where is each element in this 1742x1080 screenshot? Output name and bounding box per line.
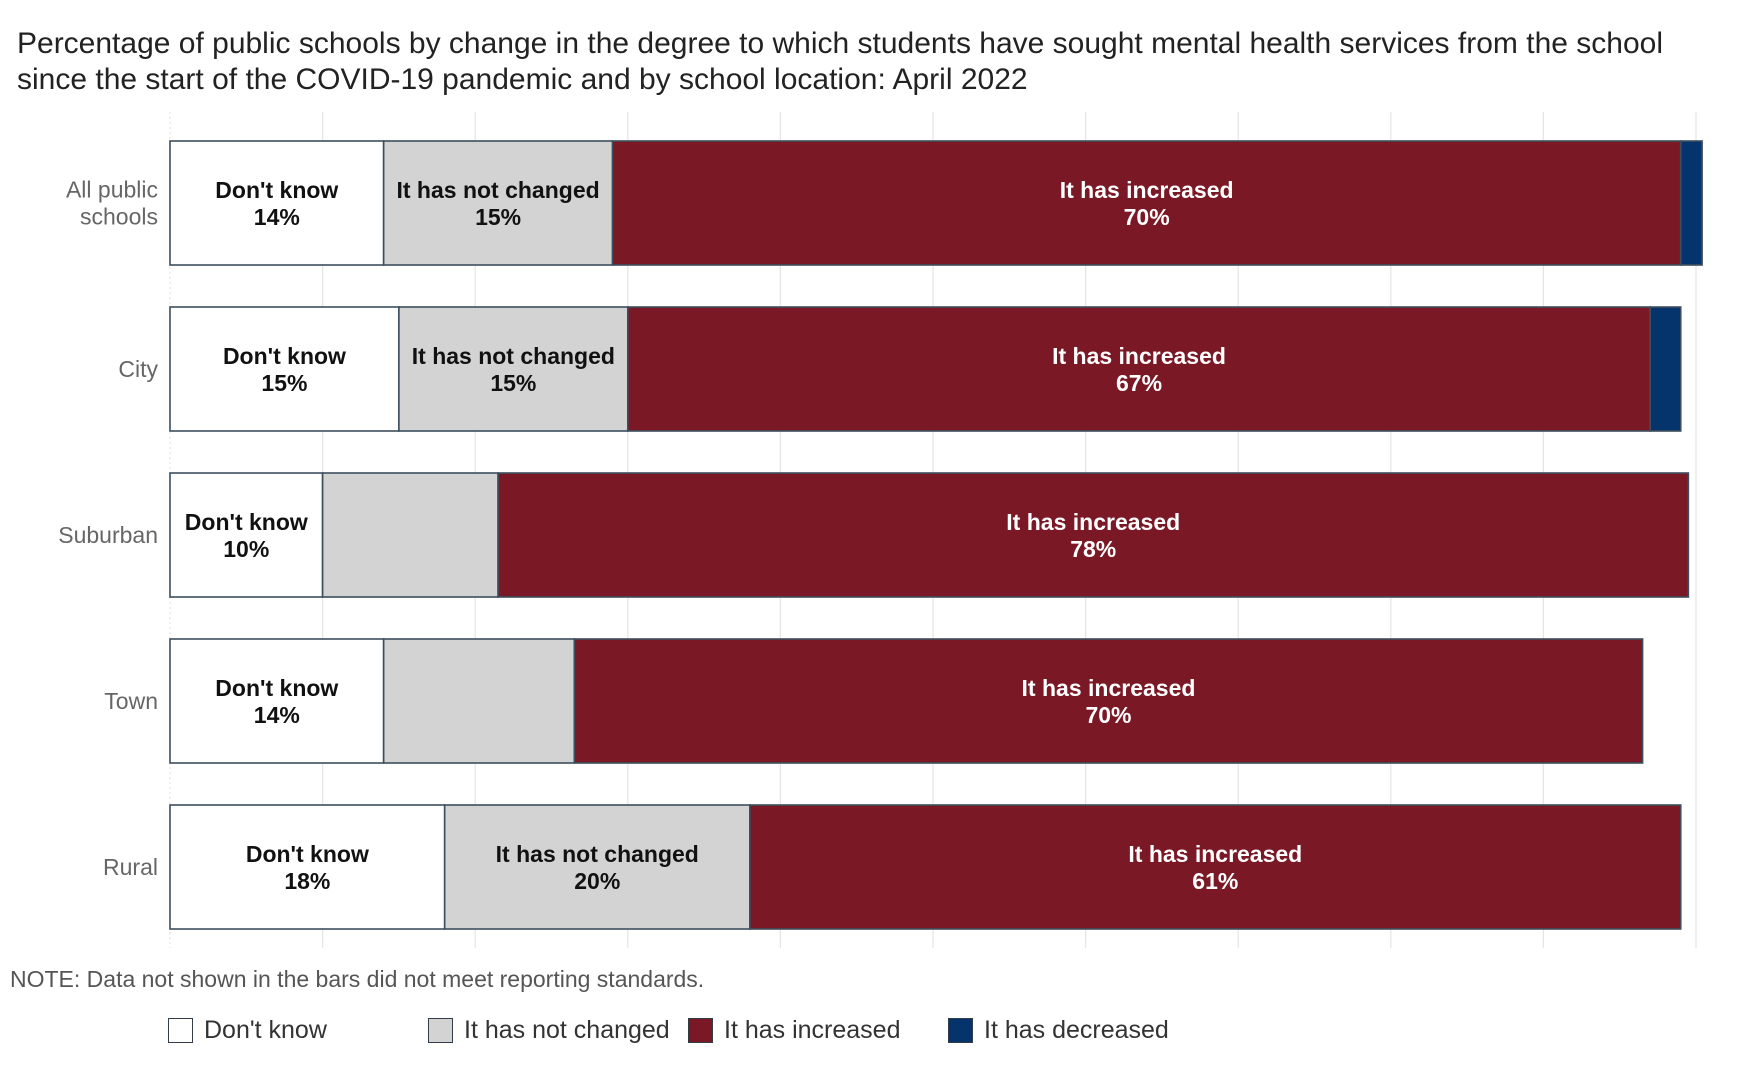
bar-segment-not-changed	[321, 472, 499, 598]
data-label: Don't know 14%	[215, 177, 338, 230]
data-label: It has not changed 20%	[496, 841, 699, 894]
data-label: It has increased 70%	[1022, 675, 1196, 728]
legend-item: It has not changed	[428, 1014, 670, 1046]
legend-item: Don't know	[168, 1014, 327, 1046]
data-label: Don't know 14%	[215, 675, 338, 728]
data-label: It has increased 67%	[1052, 343, 1226, 396]
data-label: Don't know 18%	[246, 841, 369, 894]
category-label: Suburban	[58, 522, 158, 548]
chart-title: Percentage of public schools by change i…	[17, 27, 1663, 96]
category-label: Rural	[103, 854, 158, 880]
stacked-bar-chart: Don't know 14% It has not changed 15% It has…	[58, 112, 1703, 948]
bar-segment-dont-know	[169, 472, 324, 598]
legend-label: It has decreased	[984, 1015, 1169, 1044]
legend-label: It has not changed	[464, 1015, 670, 1044]
legend-swatch	[168, 1017, 193, 1043]
data-label: It has not changed 15%	[396, 177, 599, 230]
bar-segment-increased	[626, 306, 1652, 432]
legend-item: It has increased	[688, 1014, 901, 1046]
bar-segment-increased	[497, 472, 1690, 598]
bar-segment-not-changed	[398, 306, 629, 432]
legend-label: Don't know	[204, 1015, 327, 1044]
legend: Don't know It has not changed It has incre…	[168, 1014, 1568, 1046]
bar-segment-dont-know	[169, 804, 446, 930]
bar-segment-decreased	[1679, 140, 1703, 266]
bar-segment-increased	[611, 140, 1682, 266]
bar-segment-not-changed	[382, 140, 614, 266]
category-label: City	[118, 356, 158, 382]
data-label: Don't know 10%	[185, 509, 308, 562]
chart-note: NOTE: Data not shown in the bars did not…	[10, 966, 705, 992]
bar-segment-not-changed	[382, 638, 576, 764]
legend-swatch	[948, 1017, 973, 1043]
legend-label: It has increased	[724, 1015, 901, 1044]
legend-swatch	[428, 1017, 453, 1043]
bar-segment-decreased	[1649, 306, 1682, 432]
data-label: Don't know 15%	[223, 343, 346, 396]
data-label: It has increased 70%	[1060, 177, 1234, 230]
legend-item: It has decreased	[948, 1014, 1169, 1046]
bar-segment-dont-know	[169, 306, 400, 432]
bar-segment-not-changed	[443, 804, 751, 930]
bar-segment-increased	[749, 804, 1682, 930]
data-label: It has not changed 15%	[412, 343, 615, 396]
data-label: It has increased 78%	[1006, 509, 1180, 562]
bar-segment-increased	[573, 638, 1644, 764]
category-label: Town	[104, 688, 158, 714]
data-label: It has increased 61%	[1128, 841, 1302, 894]
bar-segment-dont-know	[169, 638, 385, 764]
category-label: All public schools	[66, 177, 158, 230]
legend-swatch	[688, 1017, 713, 1043]
bars: Don't know 14% It has not changed 15% It has…	[169, 140, 1703, 930]
category-labels: All public schools City Suburban Town Rural	[58, 177, 158, 881]
bar-segment-dont-know	[169, 140, 385, 266]
